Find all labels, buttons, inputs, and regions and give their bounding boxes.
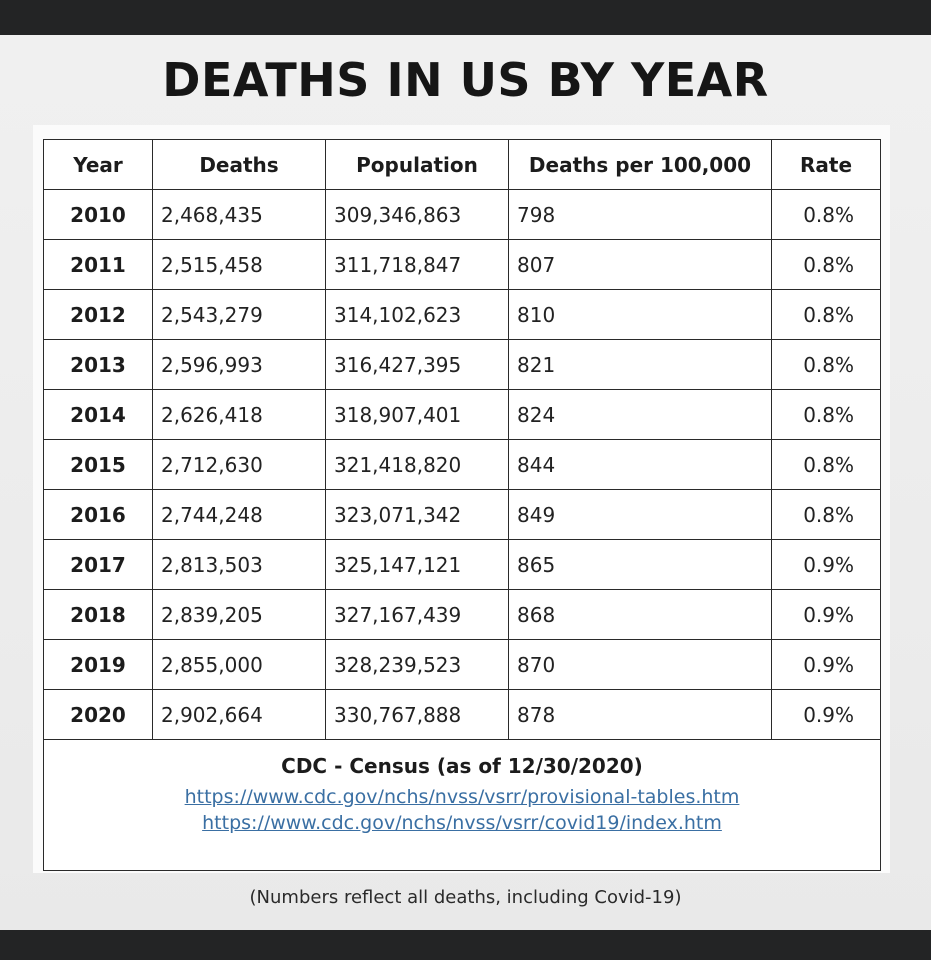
deaths-cell: 2,813,503 — [152, 539, 326, 590]
population-cell: 318,907,401 — [325, 389, 509, 440]
deaths-cell: 2,543,279 — [152, 289, 326, 340]
source-label: CDC - Census (as of 12/30/2020) — [281, 754, 643, 778]
deaths-cell: 2,596,993 — [152, 339, 326, 390]
table-row: 2010 2,468,435 309,346,863 798 0.8% — [43, 189, 881, 240]
rate-cell: 0.8% — [771, 189, 881, 240]
table-row: 2012 2,543,279 314,102,623 810 0.8% — [43, 289, 881, 340]
year-cell: 2012 — [43, 289, 153, 340]
table-panel: Year Deaths Population Deaths per 100,00… — [33, 125, 890, 873]
deaths-per-100000-cell: 810 — [508, 289, 772, 340]
source-cell: CDC - Census (as of 12/30/2020) https://… — [43, 739, 881, 871]
page-title: DEATHS IN US BY YEAR — [162, 53, 769, 107]
rate-cell: 0.9% — [771, 689, 881, 740]
population-cell: 330,767,888 — [325, 689, 509, 740]
rate-cell: 0.8% — [771, 339, 881, 390]
table-header-row: Year Deaths Population Deaths per 100,00… — [43, 139, 881, 190]
rate-cell: 0.9% — [771, 639, 881, 690]
column-header-year: Year — [43, 139, 153, 190]
year-cell: 2016 — [43, 489, 153, 540]
sheet: DEATHS IN US BY YEAR Year Deaths Populat… — [0, 35, 931, 930]
deaths-table: Year Deaths Population Deaths per 100,00… — [43, 139, 881, 871]
population-cell: 323,071,342 — [325, 489, 509, 540]
deaths-per-100000-cell: 868 — [508, 589, 772, 640]
year-cell: 2015 — [43, 439, 153, 490]
rate-cell: 0.8% — [771, 439, 881, 490]
rate-cell: 0.9% — [771, 589, 881, 640]
deaths-per-100000-cell: 821 — [508, 339, 772, 390]
source-link-provisional-tables[interactable]: https://www.cdc.gov/nchs/nvss/vsrr/provi… — [184, 786, 740, 808]
deaths-cell: 2,626,418 — [152, 389, 326, 440]
year-cell: 2010 — [43, 189, 153, 240]
column-header-deaths-per-100000: Deaths per 100,000 — [508, 139, 772, 190]
population-cell: 327,167,439 — [325, 589, 509, 640]
year-cell: 2020 — [43, 689, 153, 740]
year-cell: 2014 — [43, 389, 153, 440]
table-row: 2013 2,596,993 316,427,395 821 0.8% — [43, 339, 881, 390]
deaths-cell: 2,712,630 — [152, 439, 326, 490]
table-body: 2010 2,468,435 309,346,863 798 0.8% 2011 2,515… — [43, 189, 881, 740]
deaths-cell: 2,744,248 — [152, 489, 326, 540]
footnote: (Numbers reflect all deaths, including C… — [249, 887, 682, 908]
deaths-cell: 2,855,000 — [152, 639, 326, 690]
population-cell: 316,427,395 — [325, 339, 509, 390]
year-cell: 2019 — [43, 639, 153, 690]
rate-cell: 0.8% — [771, 239, 881, 290]
population-cell: 325,147,121 — [325, 539, 509, 590]
table-row: 2011 2,515,458 311,718,847 807 0.8% — [43, 239, 881, 290]
year-cell: 2013 — [43, 339, 153, 390]
deaths-per-100000-cell: 878 — [508, 689, 772, 740]
rate-cell: 0.8% — [771, 489, 881, 540]
column-header-rate: Rate — [771, 139, 881, 190]
table-row: 2018 2,839,205 327,167,439 868 0.9% — [43, 589, 881, 640]
table-row: 2017 2,813,503 325,147,121 865 0.9% — [43, 539, 881, 590]
rate-cell: 0.9% — [771, 539, 881, 590]
deaths-cell: 2,902,664 — [152, 689, 326, 740]
population-cell: 321,418,820 — [325, 439, 509, 490]
table-row: 2015 2,712,630 321,418,820 844 0.8% — [43, 439, 881, 490]
deaths-cell: 2,515,458 — [152, 239, 326, 290]
population-cell: 328,239,523 — [325, 639, 509, 690]
population-cell: 311,718,847 — [325, 239, 509, 290]
source-row: CDC - Census (as of 12/30/2020) https://… — [43, 739, 881, 871]
rate-cell: 0.8% — [771, 289, 881, 340]
rate-cell: 0.8% — [771, 389, 881, 440]
deaths-per-100000-cell: 824 — [508, 389, 772, 440]
deaths-per-100000-cell: 844 — [508, 439, 772, 490]
table-row: 2019 2,855,000 328,239,523 870 0.9% — [43, 639, 881, 690]
column-header-deaths: Deaths — [152, 139, 326, 190]
table-row: 2020 2,902,664 330,767,888 878 0.9% — [43, 689, 881, 740]
column-header-population: Population — [325, 139, 509, 190]
population-cell: 309,346,863 — [325, 189, 509, 240]
year-cell: 2017 — [43, 539, 153, 590]
deaths-cell: 2,468,435 — [152, 189, 326, 240]
deaths-per-100000-cell: 870 — [508, 639, 772, 690]
population-cell: 314,102,623 — [325, 289, 509, 340]
year-cell: 2011 — [43, 239, 153, 290]
deaths-per-100000-cell: 798 — [508, 189, 772, 240]
table-row: 2014 2,626,418 318,907,401 824 0.8% — [43, 389, 881, 440]
deaths-cell: 2,839,205 — [152, 589, 326, 640]
deaths-per-100000-cell: 807 — [508, 239, 772, 290]
source-link-covid19-index[interactable]: https://www.cdc.gov/nchs/nvss/vsrr/covid… — [202, 812, 722, 834]
table-row: 2016 2,744,248 323,071,342 849 0.8% — [43, 489, 881, 540]
year-cell: 2018 — [43, 589, 153, 640]
deaths-per-100000-cell: 865 — [508, 539, 772, 590]
deaths-per-100000-cell: 849 — [508, 489, 772, 540]
